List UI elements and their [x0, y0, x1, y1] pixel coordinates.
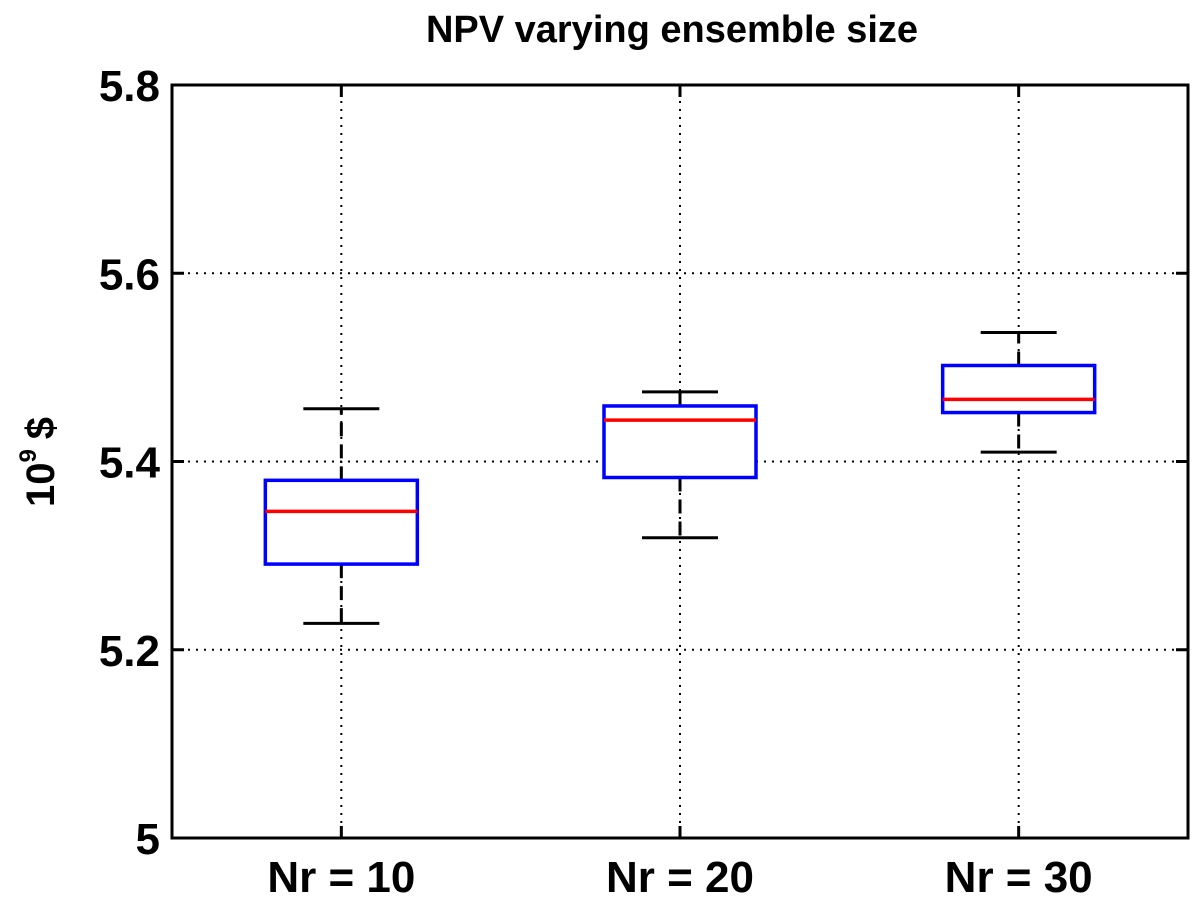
box-plots: [263, 331, 1097, 625]
y-axis-label-unit: $: [19, 417, 63, 439]
axes: 5 5.2 5.4 5.6 5.8 Nr = 10 Nr = 20 Nr = 30: [99, 62, 1190, 902]
x-tick-label: Nr = 20: [606, 853, 754, 902]
y-tick-label: 5.8: [99, 62, 160, 111]
y-axis-label: 109 $: [15, 417, 63, 507]
y-tick-label: 5.6: [99, 250, 160, 299]
iqr-box: [602, 404, 758, 480]
x-tick-label: Nr = 10: [267, 853, 415, 902]
box-plot-1: [263, 407, 420, 625]
y-tick-label: 5.2: [99, 627, 160, 676]
y-axis-label-exponent: 9: [15, 449, 42, 462]
iqr-box: [263, 478, 420, 566]
box-plot-3: [940, 331, 1097, 454]
y-axis-label-base: 10: [19, 463, 63, 508]
x-tick-label: Nr = 30: [945, 853, 1093, 902]
y-tick-label: 5: [136, 815, 160, 864]
box-plot-2: [602, 390, 758, 540]
y-tick-label: 5.4: [99, 439, 161, 488]
iqr-box: [940, 363, 1097, 415]
chart-title: NPV varying ensemble size: [426, 9, 918, 51]
